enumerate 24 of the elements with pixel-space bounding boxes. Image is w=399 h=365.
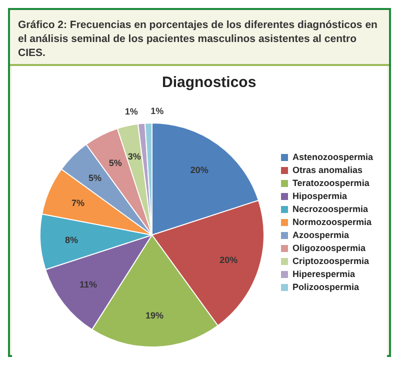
data-label: 19% [146, 310, 164, 321]
legend-label: Azoospermia [292, 230, 349, 240]
legend-label: Hipospermia [292, 191, 347, 201]
legend-label: Astenozoospermia [292, 152, 373, 162]
data-label: 7% [71, 198, 84, 208]
chart-title: Gráfico 2: Frecuencias en porcentajes de los diferentes diagnósticos en el análisis seminal de los pacientes masculinos asistentes al centro CIES. [10, 10, 389, 66]
legend-label: Necrozoospermia [292, 204, 368, 214]
data-label: 8% [65, 235, 78, 246]
data-label: 11% [80, 279, 98, 290]
data-label: 1% [150, 106, 164, 116]
legend-label: Criptozoospermia [292, 256, 369, 266]
data-label: 20% [220, 254, 238, 265]
chart-subtitle: Diagnosticos [162, 74, 256, 91]
legend-label: Polizoospermia [292, 282, 359, 292]
data-label: 1% [124, 106, 138, 117]
legend-label: Oligozoospermia [292, 243, 366, 253]
data-label: 5% [88, 172, 102, 183]
legend-label: Normozoospermia [292, 217, 372, 227]
data-label: 20% [190, 164, 208, 175]
data-label: 5% [108, 158, 122, 168]
data-label: 3% [128, 151, 141, 162]
legend-label: Teratozoospermia [292, 178, 370, 188]
legend-label: Otras anomalias [292, 165, 362, 175]
legend-label: Hiperespermia [292, 269, 355, 279]
